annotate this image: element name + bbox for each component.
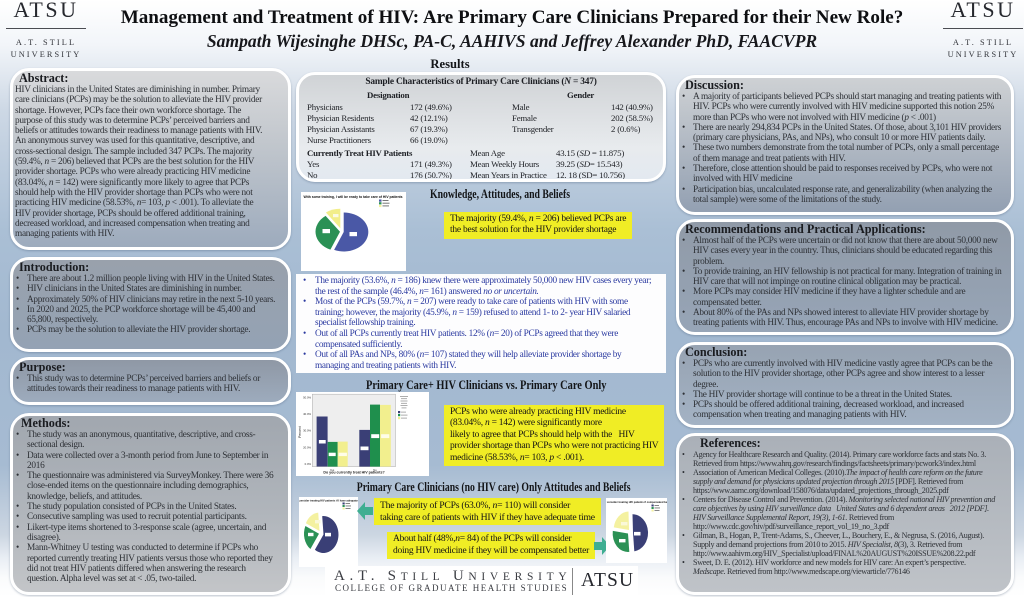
svg-text:30.0%: 30.0% bbox=[303, 428, 311, 432]
svg-text:With some training, I will be: With some training, I will be ready to t… bbox=[303, 195, 402, 199]
svg-text:Do you currently treat HIV pat: Do you currently treat HIV patients? bbox=[323, 471, 384, 475]
svg-text:No: No bbox=[373, 468, 377, 472]
svg-text:50.0%: 50.0% bbox=[303, 395, 311, 399]
svg-text:Yes: Yes bbox=[330, 468, 335, 472]
svg-text:Percent: Percent bbox=[298, 426, 302, 438]
svg-text:40.0%: 40.0% bbox=[303, 412, 311, 416]
svg-text:20.0%: 20.0% bbox=[303, 445, 311, 449]
svg-text:I will consider treating HIV p: I will consider treating HIV patients if… bbox=[299, 499, 358, 503]
svg-text:I will consider treating HIV p: I will consider treating HIV patients if… bbox=[606, 500, 667, 504]
svg-text:0.0%: 0.0% bbox=[305, 462, 312, 466]
